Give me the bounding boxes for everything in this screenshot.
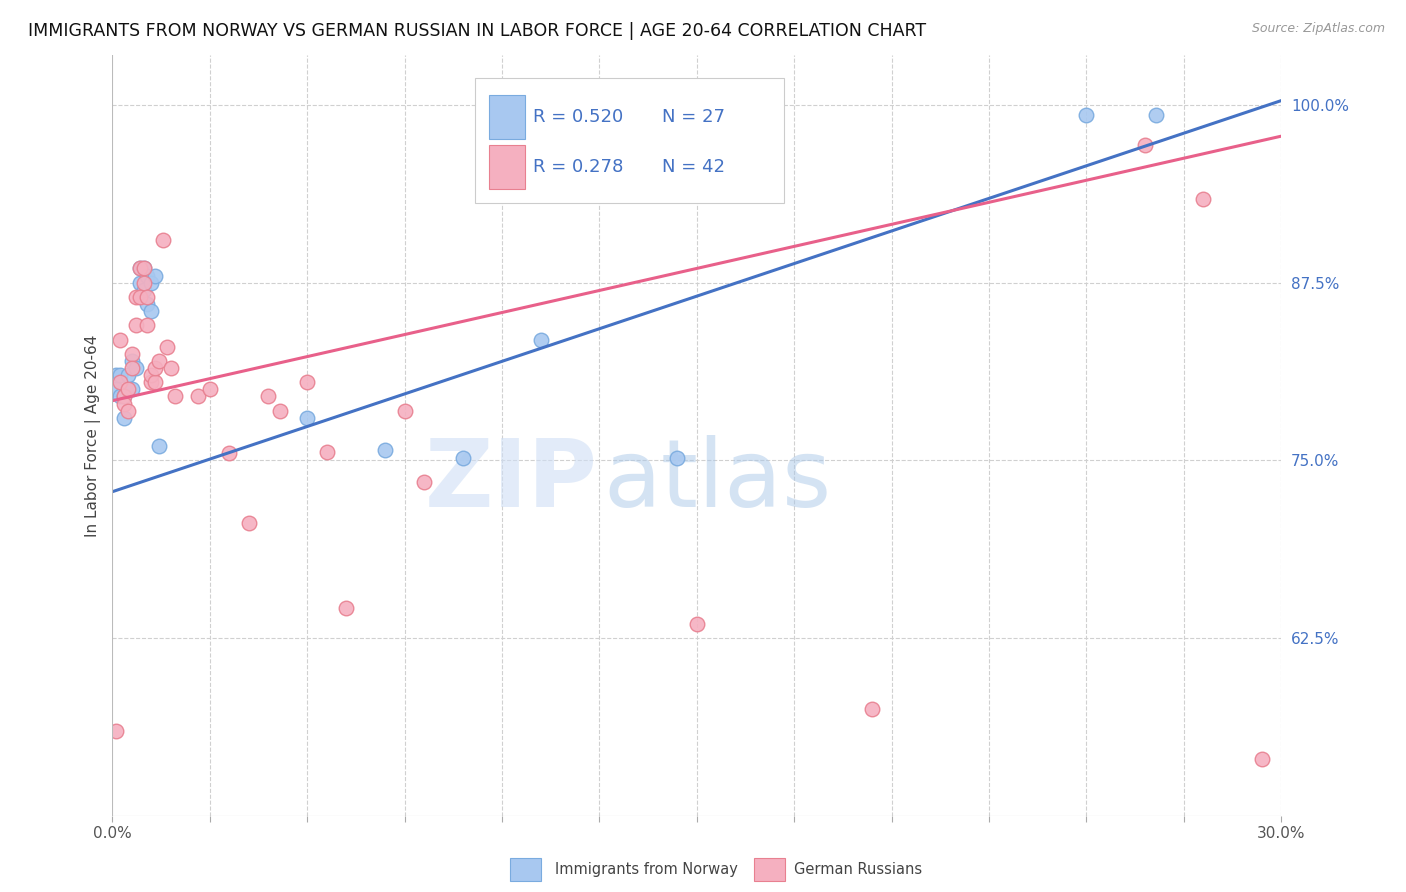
Point xyxy=(1146,108,1168,122)
Point xyxy=(105,368,128,383)
Text: atlas: atlas xyxy=(603,435,831,527)
Point xyxy=(148,354,170,368)
Point xyxy=(143,361,166,376)
Point xyxy=(374,443,396,458)
Point xyxy=(132,261,155,276)
Text: R = 0.520: R = 0.520 xyxy=(533,108,623,126)
Point xyxy=(1192,192,1215,206)
Point xyxy=(143,268,166,283)
Point xyxy=(238,516,260,530)
Point xyxy=(295,375,318,389)
Point xyxy=(136,268,159,283)
Point xyxy=(141,276,163,290)
Point xyxy=(156,340,179,354)
Point xyxy=(413,475,436,489)
Point xyxy=(686,616,709,631)
FancyBboxPatch shape xyxy=(489,145,524,189)
Point xyxy=(218,446,240,460)
Point xyxy=(125,290,148,304)
Point xyxy=(121,382,143,396)
Point xyxy=(141,304,163,318)
Point xyxy=(108,389,131,403)
Point xyxy=(132,283,155,297)
Point xyxy=(666,450,689,465)
FancyBboxPatch shape xyxy=(489,95,524,139)
Point xyxy=(152,233,174,247)
Text: N = 27: N = 27 xyxy=(662,108,724,126)
Point xyxy=(143,375,166,389)
Point xyxy=(121,354,143,368)
Point xyxy=(198,382,221,396)
Point xyxy=(108,375,131,389)
Point xyxy=(136,318,159,333)
Text: Source: ZipAtlas.com: Source: ZipAtlas.com xyxy=(1251,22,1385,36)
Point xyxy=(117,368,139,383)
FancyBboxPatch shape xyxy=(475,78,785,203)
Point xyxy=(128,261,150,276)
Point xyxy=(105,723,128,738)
Point xyxy=(141,375,163,389)
Point xyxy=(128,261,150,276)
Point xyxy=(315,445,337,459)
Point xyxy=(1133,137,1156,152)
Text: ZIP: ZIP xyxy=(425,435,598,527)
Text: Immigrants from Norway: Immigrants from Norway xyxy=(555,863,738,877)
Point xyxy=(117,382,139,396)
Point xyxy=(136,297,159,311)
Point xyxy=(860,702,883,716)
Point xyxy=(112,389,135,403)
Point xyxy=(125,361,148,376)
Point xyxy=(1076,108,1098,122)
Point xyxy=(163,389,186,403)
Text: German Russians: German Russians xyxy=(794,863,922,877)
Point xyxy=(451,450,474,465)
Point xyxy=(132,261,155,276)
Point xyxy=(125,318,148,333)
Point xyxy=(112,410,135,425)
Point xyxy=(269,403,291,417)
Point xyxy=(132,276,155,290)
Point xyxy=(141,368,163,383)
Text: IMMIGRANTS FROM NORWAY VS GERMAN RUSSIAN IN LABOR FORCE | AGE 20-64 CORRELATION : IMMIGRANTS FROM NORWAY VS GERMAN RUSSIAN… xyxy=(28,22,927,40)
Point xyxy=(112,389,135,403)
Point xyxy=(187,389,209,403)
Point xyxy=(112,396,135,410)
Point xyxy=(295,410,318,425)
Point xyxy=(257,389,280,403)
Point xyxy=(128,290,150,304)
Point xyxy=(148,439,170,453)
Point xyxy=(121,347,143,361)
Y-axis label: In Labor Force | Age 20-64: In Labor Force | Age 20-64 xyxy=(86,334,101,537)
Point xyxy=(394,403,416,417)
Text: N = 42: N = 42 xyxy=(662,158,724,176)
Point xyxy=(121,361,143,376)
Point xyxy=(160,361,183,376)
Point xyxy=(105,382,128,396)
Point xyxy=(128,276,150,290)
Text: R = 0.278: R = 0.278 xyxy=(533,158,623,176)
Point xyxy=(117,403,139,417)
Point xyxy=(136,290,159,304)
Point xyxy=(108,333,131,347)
Point xyxy=(1250,752,1272,766)
Point xyxy=(108,368,131,383)
Point xyxy=(335,601,357,615)
Point xyxy=(530,333,553,347)
